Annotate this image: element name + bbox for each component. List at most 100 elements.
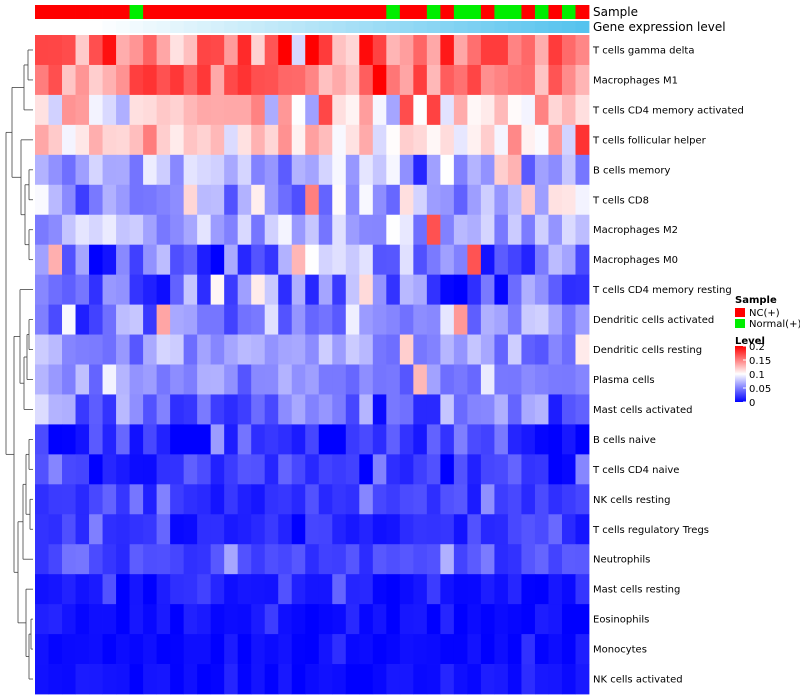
- heatmap-cell: [264, 364, 279, 395]
- heatmap-cell: [89, 424, 103, 455]
- heatmap-cell: [548, 634, 563, 665]
- heatmap-cell: [156, 124, 171, 156]
- heatmap-cell: [116, 364, 130, 395]
- heatmap-cell: [237, 634, 252, 665]
- expression-annotation-cell: [359, 21, 374, 33]
- heatmap-cell: [345, 544, 360, 575]
- heatmap-cell: [521, 664, 536, 695]
- heatmap-cell: [143, 334, 158, 365]
- heatmap-cell: [210, 154, 225, 186]
- heatmap-cell: [467, 394, 482, 425]
- heatmap-cell: [62, 184, 76, 216]
- heatmap-cell: [143, 364, 158, 395]
- heatmap-cell: [372, 35, 387, 66]
- heatmap-cell: [413, 634, 428, 665]
- heatmap-cell: [210, 274, 225, 305]
- heatmap-cell: [386, 154, 401, 186]
- heatmap-cell: [413, 214, 428, 246]
- heatmap-cell: [399, 334, 414, 365]
- heatmap-cell: [534, 484, 549, 515]
- heatmap-cell: [467, 544, 482, 575]
- sample-annotation-cell: [426, 5, 441, 19]
- heatmap-cell: [548, 274, 563, 305]
- heatmap-cell: [156, 454, 171, 485]
- heatmap-cell: [413, 154, 428, 186]
- heatmap-cell: [534, 604, 549, 635]
- heatmap-cell: [156, 394, 171, 425]
- heatmap-cell: [399, 364, 414, 395]
- heatmap-cell: [89, 394, 103, 425]
- heatmap-cell: [183, 334, 198, 365]
- heatmap-cell: [143, 394, 158, 425]
- heatmap-cell: [237, 454, 252, 485]
- heatmap-cell: [35, 514, 49, 545]
- heatmap-cell: [548, 424, 563, 455]
- expression-annotation-cell: [426, 21, 441, 33]
- heatmap-cell: [345, 124, 360, 156]
- heatmap-cell: [102, 304, 117, 335]
- heatmap-cell: [305, 154, 320, 186]
- heatmap-cell: [291, 64, 306, 96]
- heatmap-cell: [399, 94, 414, 126]
- heatmap-cell: [359, 334, 374, 365]
- heatmap-cell: [170, 154, 185, 186]
- heatmap-cell: [534, 35, 549, 66]
- heatmap-cell: [170, 364, 185, 395]
- sample-annotation-cell: [278, 5, 293, 19]
- heatmap-cell: [426, 514, 441, 545]
- heatmap-cell: [237, 184, 252, 216]
- heatmap-cell: [332, 94, 347, 126]
- heatmap-cell: [372, 214, 387, 246]
- heatmap-cell: [440, 634, 455, 665]
- expression-annotation-cell: [143, 21, 158, 33]
- heatmap-cell: [48, 454, 63, 485]
- heatmap-cell: [75, 664, 90, 695]
- heatmap-cell: [48, 304, 63, 335]
- heatmap-cell: [426, 214, 441, 246]
- sample-annotation-cell: [116, 5, 130, 19]
- heatmap-cell: [251, 364, 266, 395]
- expression-annotation-cell: [197, 21, 212, 33]
- heatmap-cell: [345, 274, 360, 305]
- heatmap-cell: [143, 64, 158, 96]
- heatmap-cell: [305, 394, 320, 425]
- heatmap-cell: [332, 664, 347, 695]
- heatmap-cell: [453, 214, 468, 246]
- sample-annotation-cell: [62, 5, 76, 19]
- heatmap-cell: [494, 274, 509, 305]
- heatmap-cell: [494, 124, 509, 156]
- heatmap-cell: [116, 604, 130, 635]
- heatmap-cell: [35, 94, 49, 126]
- heatmap-cell: [413, 304, 428, 335]
- heatmap-cell: [413, 274, 428, 305]
- heatmap-cell: [197, 214, 212, 246]
- heatmap-cell: [224, 484, 239, 515]
- heatmap-cell: [467, 35, 482, 66]
- heatmap-cell: [237, 604, 252, 635]
- heatmap-cell: [291, 304, 306, 335]
- heatmap-cell: [332, 244, 347, 276]
- row-labels: T cells gamma delta Macrophages M1 T cells…: [592, 45, 744, 685]
- heatmap-cell: [89, 94, 103, 126]
- heatmap-cell: [440, 544, 455, 575]
- heatmap-cell: [399, 124, 414, 156]
- sample-annotation-cell: [318, 5, 333, 19]
- sample-annotation-cell: [399, 5, 414, 19]
- heatmap-cell: [129, 424, 144, 455]
- heatmap-cell: [426, 634, 441, 665]
- heatmap-cell: [278, 64, 293, 96]
- sample-annotation-cell: [264, 5, 279, 19]
- heatmap-cell: [102, 214, 117, 246]
- heatmap-cell: [48, 484, 63, 515]
- heatmap-cell: [224, 94, 239, 126]
- sample-annotation-cell: [48, 5, 63, 19]
- heatmap-cell: [561, 184, 576, 216]
- expression-annotation-cell: [183, 21, 198, 33]
- heatmap-cell: [170, 214, 185, 246]
- heatmap-cell: [332, 154, 347, 186]
- heatmap-cell: [48, 124, 63, 156]
- heatmap-cell: [413, 184, 428, 216]
- heatmap-cell: [116, 394, 130, 425]
- heatmap-cell: [413, 664, 428, 695]
- heatmap-cell: [62, 304, 76, 335]
